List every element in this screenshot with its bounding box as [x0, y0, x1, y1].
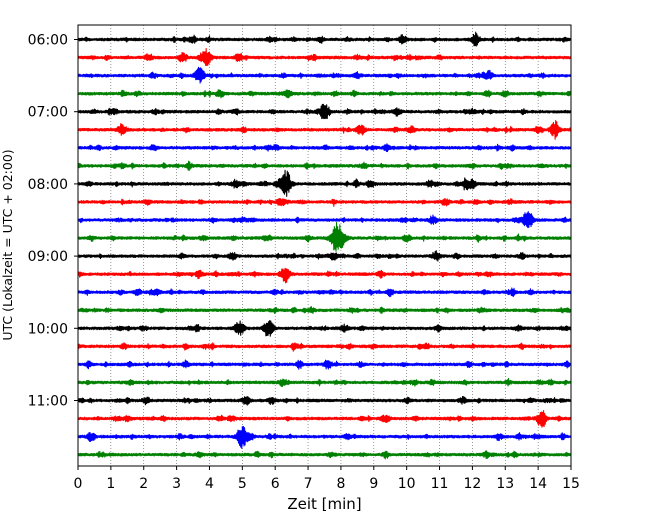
seismogram-trace	[77, 211, 572, 229]
seismogram-trace	[77, 287, 572, 298]
x-tick-label: 9	[369, 476, 378, 492]
seismogram-trace	[77, 425, 572, 449]
x-tick-label: 13	[496, 476, 514, 492]
seismogram-trace	[77, 103, 572, 120]
x-tick-label: 15	[562, 476, 580, 492]
seismogram-trace	[77, 250, 572, 262]
y-tick-label: 08:00	[28, 177, 68, 193]
x-tick-label: 2	[139, 476, 148, 492]
seismogram-trace	[77, 359, 572, 370]
seismogram-trace	[77, 267, 572, 284]
seismogram-trace	[77, 160, 572, 172]
y-tick-label: 09:00	[28, 249, 68, 265]
x-tick-label: 7	[304, 476, 313, 492]
seismogram-trace	[77, 66, 572, 84]
x-tick-label: 4	[205, 476, 214, 492]
seismogram-trace	[77, 222, 572, 252]
plot-frame	[77, 24, 572, 467]
y-tick-label: 06:00	[28, 33, 68, 49]
seismogram-trace	[77, 120, 572, 140]
x-tick-label: 8	[336, 476, 345, 492]
seismogram-trace	[77, 169, 572, 197]
x-tick-label: 0	[74, 476, 83, 492]
seismogram-trace	[77, 319, 572, 337]
y-axis-ticks: 06:00 07:00 08:00 09:00 10:00 11:00	[28, 33, 78, 410]
seismogram-trace	[77, 395, 572, 406]
seismogram-trace	[77, 197, 572, 207]
seismogram-trace	[77, 143, 572, 153]
x-tick-label: 14	[529, 476, 547, 492]
seismogram-trace	[77, 48, 572, 67]
y-tick-label: 11:00	[28, 394, 68, 410]
x-axis-label: Zeit [min]	[287, 495, 361, 513]
x-tick-label: 1	[106, 476, 115, 492]
x-tick-label: 6	[271, 476, 280, 492]
x-tick-label: 11	[431, 476, 449, 492]
seismogram-trace	[77, 377, 572, 388]
seismogram-trace	[77, 306, 572, 315]
y-axis-label: UTC (Lokalzeit = UTC + 02:00)	[0, 149, 15, 340]
seismogram-trace	[77, 89, 572, 99]
y-tick-label: 10:00	[28, 321, 68, 337]
x-tick-label: 12	[463, 476, 481, 492]
seismogram-trace	[77, 410, 572, 428]
x-tick-label: 3	[172, 476, 181, 492]
seismogram-trace	[77, 342, 572, 352]
seismogram-traces	[77, 31, 572, 460]
y-tick-label: 07:00	[28, 105, 68, 121]
seismogram-trace	[77, 31, 572, 47]
x-tick-label: 10	[398, 476, 416, 492]
seismogram-trace	[77, 450, 572, 460]
x-axis-ticks: 0 1 2 3 4 5 6 7 8 9 10 11 12 13 14 15	[74, 466, 580, 492]
x-tick-label: 5	[238, 476, 247, 492]
